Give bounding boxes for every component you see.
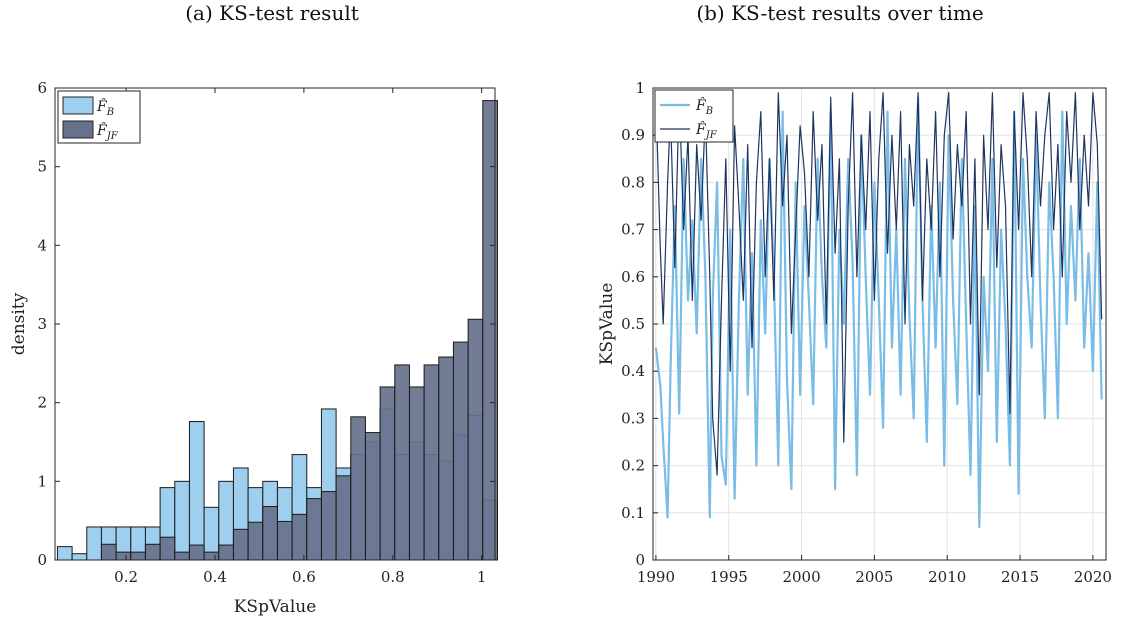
histogram-bar-fjf <box>379 386 396 561</box>
histogram-series-jf <box>100 100 498 561</box>
timeseries-legend: F̂B F̂JF <box>654 89 734 143</box>
timeseries-panel: (b) KS-test results over time 1990 1995 20… <box>597 1 1112 586</box>
panel-b-title: (b) KS-test results over time <box>696 1 983 25</box>
legend-label-fb-main: F̂ <box>96 97 108 115</box>
histogram-x-label: KSpValue <box>234 597 317 617</box>
timeseries-y-tick-label: 0.7 <box>621 221 645 239</box>
timeseries-y-tick-label: 0.8 <box>621 173 645 191</box>
timeseries-x-tick-label: 1990 <box>637 568 675 586</box>
histogram-bar-fjf <box>320 491 337 561</box>
legend-label-fjf-ts-sub: JF <box>704 130 718 141</box>
legend-swatch-fb <box>62 96 94 115</box>
timeseries-y-ticks: 0 0.1 0.2 0.3 0.4 0.5 0.6 0.7 0.8 0.9 1 <box>621 79 658 569</box>
histogram-bar-fjf <box>438 356 454 561</box>
histogram-y-tick-label: 4 <box>37 236 47 254</box>
histogram-bar-fjf <box>394 364 410 561</box>
histogram-bar-fjf <box>408 386 425 561</box>
histogram-bar-fjf <box>291 513 308 561</box>
histogram-y-tick-label: 1 <box>37 472 47 490</box>
histogram-x-tick-label: 0.4 <box>203 568 227 586</box>
histogram-bar-fjf <box>203 551 220 561</box>
timeseries-y-label: KSpValue <box>597 283 617 366</box>
timeseries-y-tick-label: 1 <box>635 79 645 97</box>
histogram-bar-fb <box>188 421 205 561</box>
timeseries-line-fjf <box>655 92 1103 476</box>
histogram-bar-fjf <box>174 551 190 561</box>
legend-label-fjf-ts-main: F̂ <box>695 120 707 138</box>
histogram-bar-fb <box>174 480 190 561</box>
histogram-bar-fb <box>86 526 102 561</box>
legend-label-fb-sub: B <box>106 107 114 118</box>
histogram-bar-fjf <box>130 551 146 561</box>
histogram-bar-fjf <box>423 364 440 561</box>
histogram-y-tick-label: 2 <box>37 394 47 412</box>
timeseries-y-tick-label: 0.4 <box>621 362 645 380</box>
timeseries-legend-box <box>654 89 734 143</box>
panel-a-title: (a) KS-test result <box>185 1 359 25</box>
timeseries-y-tick-label: 0.5 <box>621 315 645 333</box>
legend-label-fjf: F̂JF <box>96 121 119 142</box>
histogram-bar-fb <box>71 553 88 561</box>
timeseries-x-tick-label: 2000 <box>782 568 820 586</box>
histogram-bar-fjf <box>364 432 381 561</box>
histogram-y-label: density <box>9 292 29 355</box>
histogram-y-tick-label: 0 <box>37 551 47 569</box>
timeseries-x-tick-label: 2010 <box>928 568 966 586</box>
legend-label-fb: F̂B <box>96 97 114 118</box>
histogram-bar-fjf <box>262 506 278 561</box>
timeseries-y-tick-label: 0.6 <box>621 268 645 286</box>
timeseries-y-tick-label: 0.1 <box>621 504 645 522</box>
legend-label-fjf-ts: F̂JF <box>695 120 718 141</box>
histogram-bar-fjf <box>306 498 322 561</box>
histogram-legend: F̂B F̂JF <box>57 90 141 144</box>
timeseries-x-tick-label: 2020 <box>1074 568 1112 586</box>
histogram-bar-fjf <box>218 544 234 561</box>
histogram-y-tick-label: 5 <box>37 158 47 176</box>
timeseries-y-tick-label: 0 <box>635 551 645 569</box>
histogram-bar-fjf <box>159 536 176 561</box>
timeseries-x-tick-label: 1995 <box>710 568 748 586</box>
timeseries-lines <box>654 92 1103 529</box>
histogram-y-tick-label: 6 <box>37 79 47 97</box>
histogram-bar-fjf <box>188 544 205 561</box>
histogram-y-ticks: 0 1 2 3 4 5 6 <box>37 79 495 569</box>
histogram-bar-fjf <box>467 318 484 561</box>
histogram-bar-fjf <box>100 543 117 561</box>
histogram-bar-fjf <box>335 475 352 561</box>
legend-swatch-fjf <box>62 120 94 139</box>
histogram-x-tick-label: 1 <box>477 568 487 586</box>
histogram-bar-fjf <box>232 528 249 561</box>
legend-label-fjf-main: F̂ <box>96 121 108 139</box>
histogram-panel: (a) KS-test result 0.2 0.4 0.6 0.8 1 0 1 2 3 4 5 6… <box>9 1 498 617</box>
histogram-bar-fjf <box>452 341 469 561</box>
timeseries-x-tick-label: 2015 <box>1001 568 1039 586</box>
histogram-bar-fjf <box>144 543 161 561</box>
histogram-y-tick-label: 3 <box>37 315 47 333</box>
histogram-bar-fb <box>56 546 73 561</box>
timeseries-y-tick-label: 0.9 <box>621 126 645 144</box>
legend-label-fb-ts-sub: B <box>705 106 713 117</box>
histogram-x-tick-label: 0.2 <box>114 568 138 586</box>
histogram-x-ticks: 0.2 0.4 0.6 0.8 1 <box>114 88 486 586</box>
timeseries-x-tick-label: 2005 <box>855 568 893 586</box>
histogram-x-tick-label: 0.8 <box>381 568 405 586</box>
histogram-bar-fjf <box>247 521 264 561</box>
timeseries-x-ticks: 1990 1995 2000 2005 2010 2015 2020 <box>637 555 1112 586</box>
legend-label-fjf-sub: JF <box>105 131 119 142</box>
histogram-bar-fjf <box>350 416 366 561</box>
histogram-x-tick-label: 0.6 <box>292 568 316 586</box>
legend-label-fb-ts: F̂B <box>695 96 713 117</box>
timeseries-y-tick-label: 0.3 <box>621 409 645 427</box>
histogram-bar-fjf <box>115 551 132 561</box>
histogram-bar-fjf <box>276 520 293 561</box>
timeseries-y-tick-label: 0.2 <box>621 457 645 475</box>
legend-label-fb-ts-main: F̂ <box>695 96 707 114</box>
